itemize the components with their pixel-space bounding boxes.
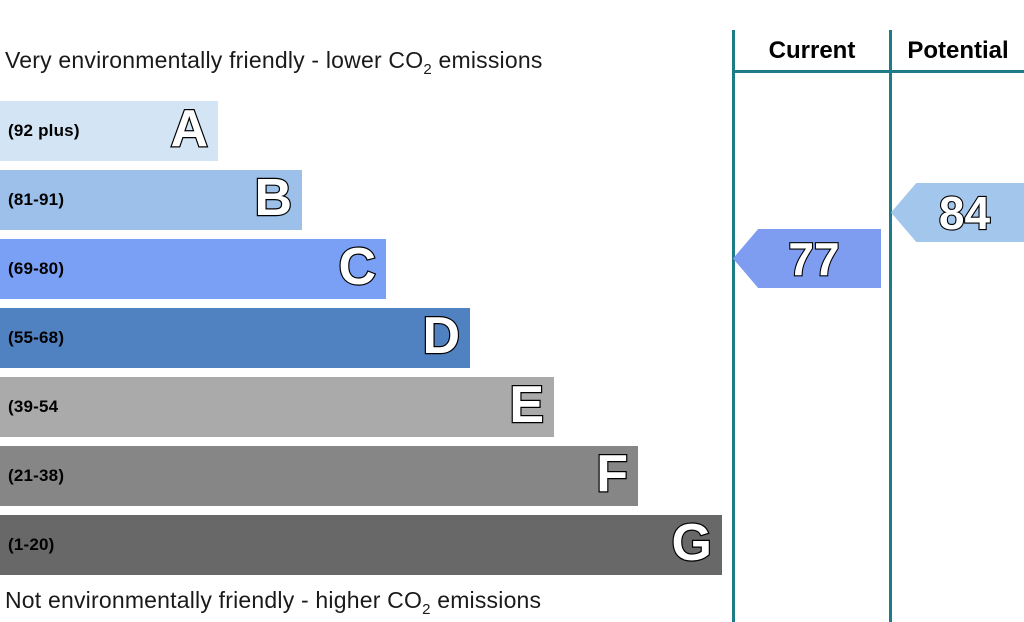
band-row-g: (1-20) G <box>0 515 722 575</box>
current-rating-value: 77 <box>787 232 840 285</box>
potential-rating-value: 84 <box>938 186 991 239</box>
bottom-annotation-suffix: emissions <box>430 587 542 613</box>
band-bar: (81-91) B <box>0 170 302 230</box>
potential-column-divider <box>889 30 892 622</box>
potential-rating-arrow: 84 <box>891 183 1024 242</box>
band-row-c: (69-80) C <box>0 239 386 299</box>
band-row-e: (39-54 E <box>0 377 554 437</box>
current-column-divider <box>732 30 735 622</box>
band-range-label: (1-20) <box>8 535 55 554</box>
band-letter: C <box>337 238 377 296</box>
bottom-annotation: Not environmentally friendly - higher CO… <box>5 587 542 618</box>
band-row-d: (55-68) D <box>0 308 470 368</box>
band-bar: (39-54 E <box>0 377 554 437</box>
band-letter: B <box>253 169 293 227</box>
band-range-label: (92 plus) <box>8 121 80 140</box>
band-letter: E <box>508 376 545 434</box>
potential-column-header: Potential <box>907 37 1009 64</box>
band-bar: (55-68) D <box>0 308 470 368</box>
bottom-annotation-text: Not environmentally friendly - higher CO <box>5 587 423 613</box>
band-range-label: (81-91) <box>8 190 65 209</box>
band-range-label: (55-68) <box>8 328 65 347</box>
header-underline <box>732 70 1024 73</box>
band-letter: A <box>169 100 209 158</box>
band-row-b: (81-91) B <box>0 170 302 230</box>
band-bar: (92 plus) A <box>0 101 218 161</box>
band-letter: F <box>595 445 629 503</box>
top-annotation-text: Very environmentally friendly - lower CO <box>5 47 424 73</box>
band-bar: (69-80) C <box>0 239 386 299</box>
current-column-header: Current <box>768 37 856 64</box>
band-range-label: (69-80) <box>8 259 65 278</box>
band-letter: D <box>421 307 461 365</box>
band-row-f: (21-38) F <box>0 446 638 506</box>
band-range-label: (39-54 <box>8 397 59 416</box>
co2-subscript: 2 <box>423 61 432 78</box>
band-bar: (1-20) G <box>0 515 722 575</box>
co2-subscript: 2 <box>422 601 431 618</box>
band-row-a: (92 plus) A <box>0 101 218 161</box>
top-annotation-suffix: emissions <box>431 47 543 73</box>
top-annotation: Very environmentally friendly - lower CO… <box>5 47 543 78</box>
band-range-label: (21-38) <box>8 466 65 485</box>
band-bar: (21-38) F <box>0 446 638 506</box>
current-rating-arrow: 77 <box>733 229 881 288</box>
band-letter: G <box>670 514 713 572</box>
